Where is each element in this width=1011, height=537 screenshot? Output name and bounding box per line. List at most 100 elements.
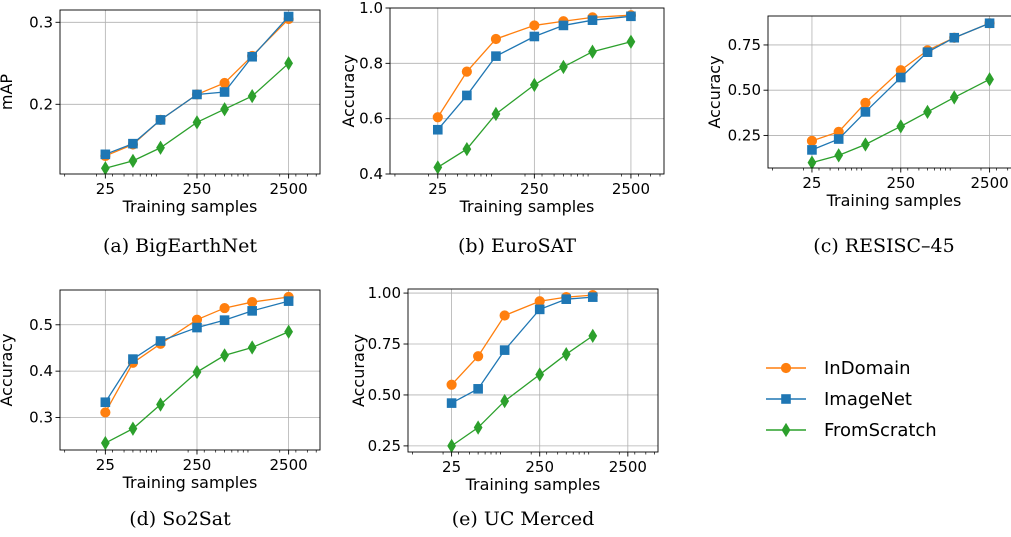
data-point-imagenet xyxy=(491,51,501,61)
y-axis-label: mAP xyxy=(0,74,16,111)
data-point-indomain xyxy=(432,112,443,123)
chart-panel-1: 25 250 2500 0.2 0.3 Training samples mAP (a) Bi… xyxy=(0,9,321,257)
x-tick-label: 25 xyxy=(96,180,115,198)
data-point-fromscratch xyxy=(247,88,257,104)
data-point-imagenet xyxy=(561,294,572,304)
x-tick-label: 250 xyxy=(886,174,915,192)
plot-frame xyxy=(767,15,1011,169)
data-point-imagenet xyxy=(626,11,636,22)
data-point-imagenet xyxy=(192,89,202,100)
data-point-imagenet xyxy=(247,51,257,62)
data-point-fromscratch xyxy=(128,153,138,169)
y-tick-label: 0.6 xyxy=(359,110,383,128)
legend-item-indomain: InDomain xyxy=(766,358,911,379)
data-point-imagenet xyxy=(155,336,166,346)
data-point-fromscratch xyxy=(985,72,994,87)
chart-panel-3: 25 250 2500 0.25 0.50 0.75 Training samples Acc… xyxy=(705,15,1011,257)
data-point-fromscratch xyxy=(559,59,568,75)
data-point-fromscratch xyxy=(923,104,932,120)
legend-label: FromScratch xyxy=(824,420,937,441)
data-point-imagenet xyxy=(860,107,871,117)
y-tick-label: 0.5 xyxy=(29,316,53,334)
data-point-imagenet xyxy=(558,20,569,31)
data-point-fromscratch xyxy=(156,397,165,412)
series-line-indomain xyxy=(451,294,593,386)
panel-caption: (d) So2Sat xyxy=(129,508,231,530)
data-point-fromscratch xyxy=(561,347,571,362)
y-axis-label: Accuracy xyxy=(349,334,368,407)
legend-marker xyxy=(781,422,791,438)
plot-frame xyxy=(407,288,659,453)
data-point-fromscratch xyxy=(588,44,597,59)
x-tick-label: 25 xyxy=(802,174,821,192)
data-point-fromscratch xyxy=(473,420,483,435)
data-point-indomain xyxy=(534,296,545,307)
data-point-fromscratch xyxy=(192,115,202,130)
y-tick-label: 0.4 xyxy=(359,165,383,183)
data-point-indomain xyxy=(219,77,230,89)
data-point-fromscratch xyxy=(807,155,817,170)
legend: InDomain ImageNet FromScratch xyxy=(766,358,937,441)
x-tick-label: 25 xyxy=(96,456,115,474)
data-point-imagenet xyxy=(895,72,906,83)
data-point-indomain xyxy=(473,351,484,362)
data-point-fromscratch xyxy=(491,106,501,122)
chart-panel-5: 25 250 2500 0.25 0.50 0.75 1.00 Training sample… xyxy=(349,284,659,530)
legend-label: InDomain xyxy=(824,358,911,379)
data-point-fromscratch xyxy=(100,161,110,176)
x-tick-label: 250 xyxy=(183,456,212,474)
legend-item-imagenet: ImageNet xyxy=(766,389,912,410)
data-point-fromscratch xyxy=(247,340,257,355)
data-point-fromscratch xyxy=(462,141,472,157)
x-axis-label: Training samples xyxy=(122,473,258,492)
y-tick-label: 1.00 xyxy=(368,284,401,302)
y-tick-label: 0.2 xyxy=(29,95,53,113)
data-point-imagenet xyxy=(432,124,443,135)
y-tick-label: 0.4 xyxy=(29,362,53,380)
data-point-fromscratch xyxy=(626,34,636,49)
data-point-imagenet xyxy=(446,398,457,408)
data-point-fromscratch xyxy=(220,348,229,363)
data-point-fromscratch xyxy=(128,421,138,436)
data-point-imagenet xyxy=(534,304,545,315)
data-point-fromscratch xyxy=(156,140,165,155)
data-point-imagenet xyxy=(833,134,844,144)
y-axis-label: Accuracy xyxy=(339,54,358,127)
y-tick-label: 0.50 xyxy=(728,81,761,99)
data-point-fromscratch xyxy=(529,77,539,93)
x-tick-label: 25 xyxy=(428,180,447,198)
x-tick-label: 2500 xyxy=(270,180,308,198)
data-point-fromscratch xyxy=(949,90,959,105)
data-point-fromscratch xyxy=(284,56,294,71)
x-tick-label: 2500 xyxy=(612,180,650,198)
data-point-imagenet xyxy=(283,11,294,22)
x-tick-label: 250 xyxy=(520,180,549,198)
data-point-imagenet xyxy=(283,296,294,306)
data-point-imagenet xyxy=(128,138,138,149)
chart-panel-4: 25 250 2500 0.3 0.4 0.5 Training samples Accura… xyxy=(0,289,321,530)
chart-panel-2: 25 250 2500 0.4 0.6 0.8 1.0 Training samples Acc… xyxy=(339,0,665,257)
data-point-indomain xyxy=(247,296,258,308)
data-point-imagenet xyxy=(155,115,166,125)
data-point-indomain xyxy=(806,135,818,146)
x-tick-label: 25 xyxy=(442,458,461,476)
x-tick-label: 2500 xyxy=(609,458,647,476)
data-point-imagenet xyxy=(192,322,202,333)
data-point-imagenet xyxy=(587,292,598,302)
legend-marker xyxy=(781,394,791,404)
x-tick-label: 2500 xyxy=(970,174,1008,192)
data-point-indomain xyxy=(461,66,472,77)
data-point-fromscratch xyxy=(896,119,906,134)
data-point-fromscratch xyxy=(284,324,294,339)
data-point-imagenet xyxy=(499,345,510,355)
y-axis-label: Accuracy xyxy=(705,55,724,128)
data-point-imagenet xyxy=(100,397,111,408)
data-point-fromscratch xyxy=(192,364,202,380)
y-tick-label: 0.25 xyxy=(368,437,401,455)
data-point-imagenet xyxy=(219,315,230,325)
x-axis-label: Training samples xyxy=(465,475,601,494)
y-tick-label: 0.8 xyxy=(359,54,383,72)
plot-frame xyxy=(389,7,665,175)
panel-caption: (c) RESISC–45 xyxy=(813,235,954,257)
data-point-imagenet xyxy=(473,384,483,394)
